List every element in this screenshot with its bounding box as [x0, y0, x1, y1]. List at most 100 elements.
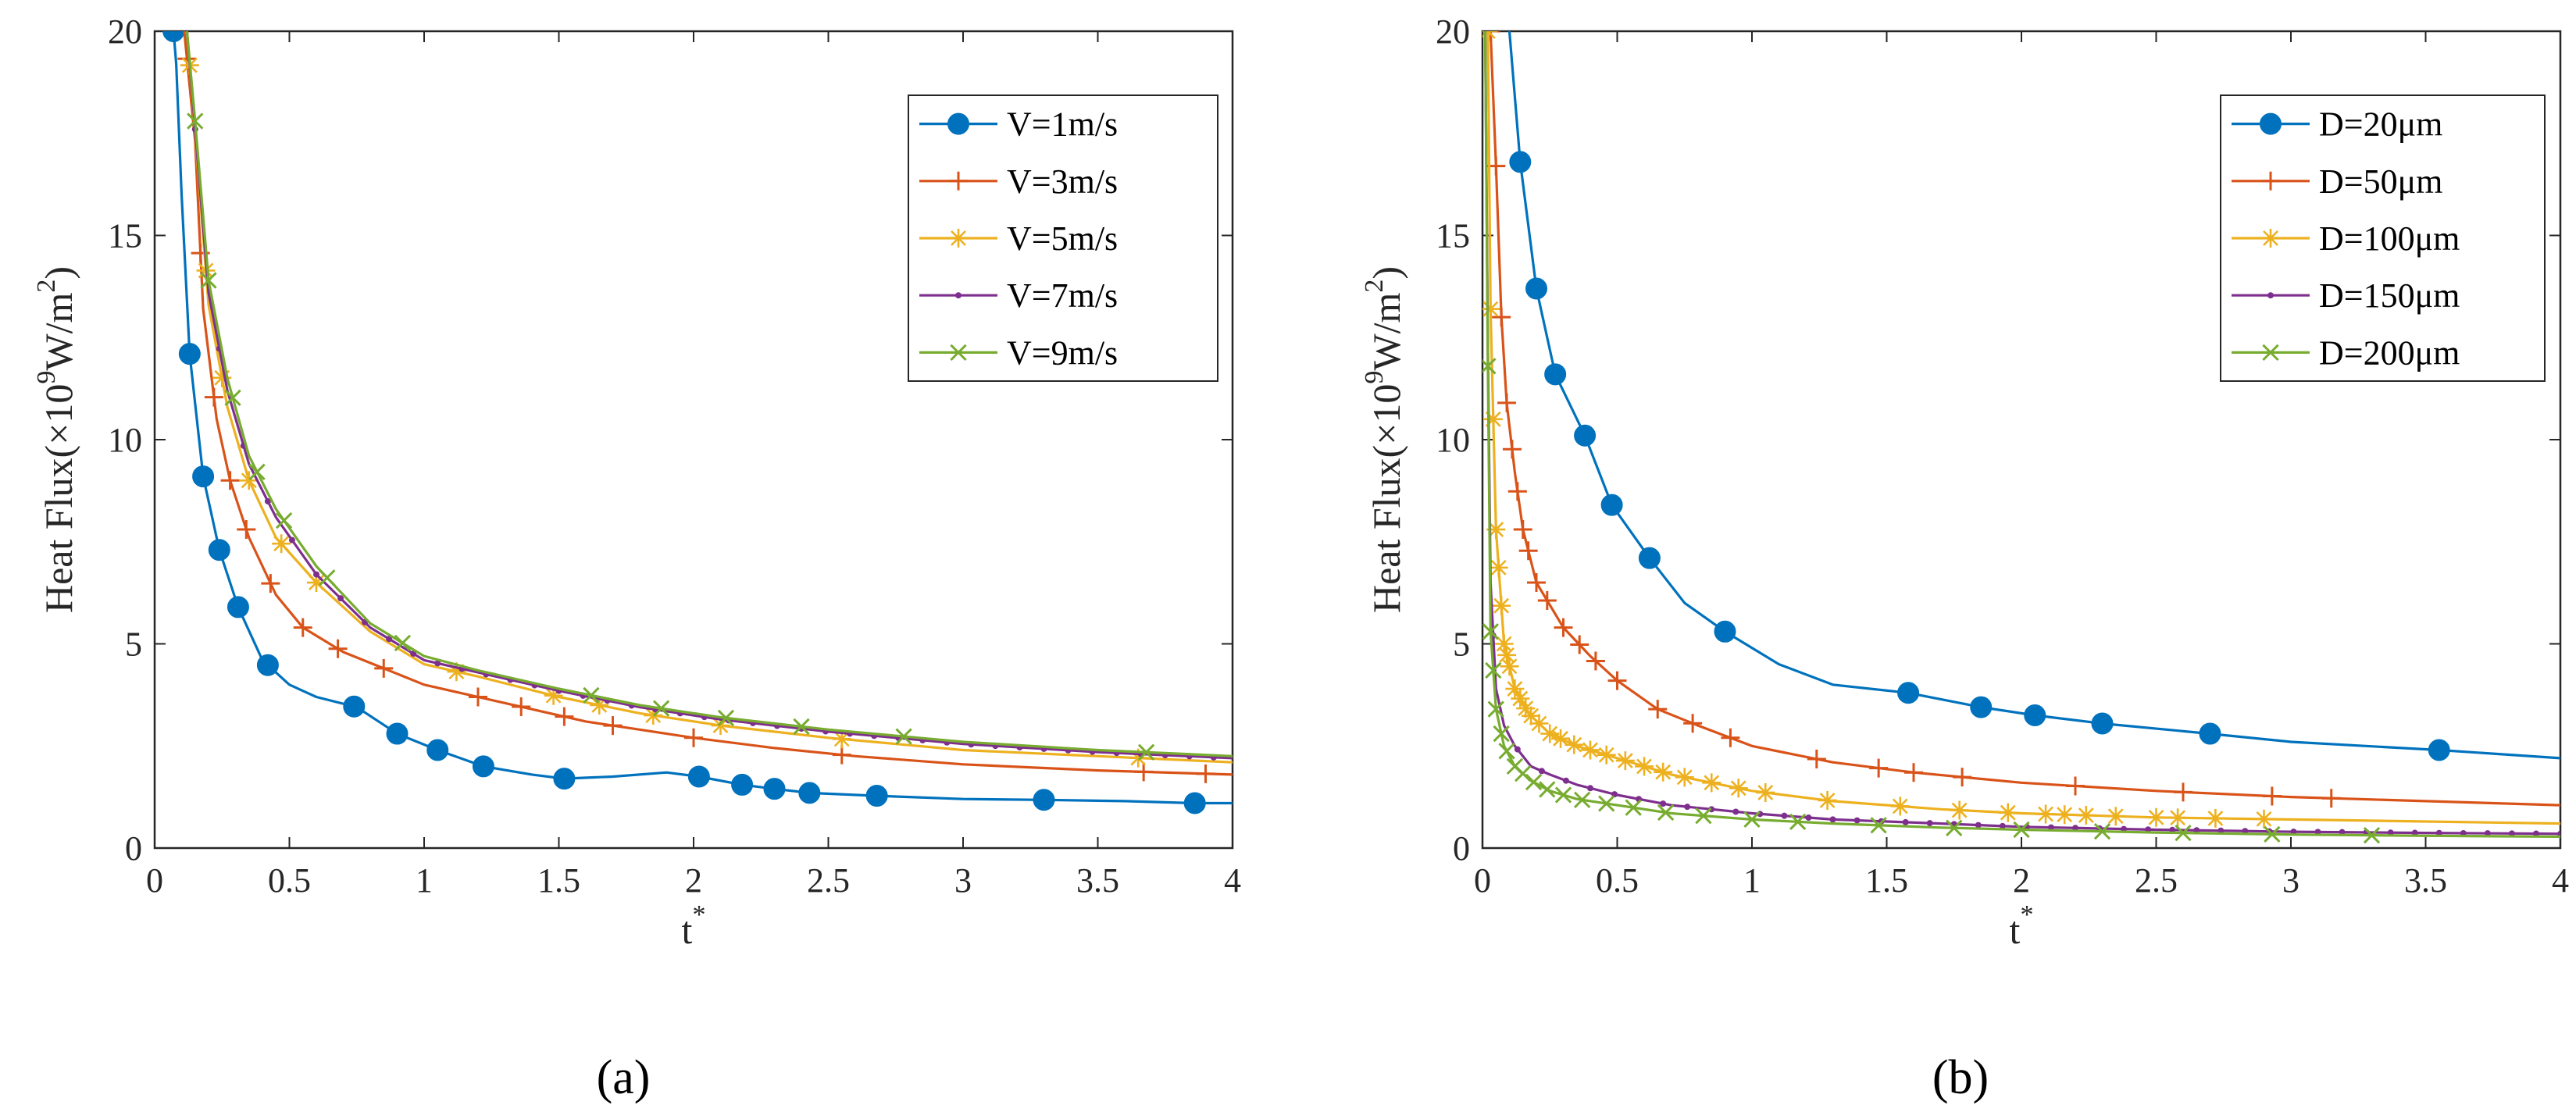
data-point: [410, 650, 417, 658]
data-point: [208, 539, 230, 561]
data-point: [2076, 806, 2096, 825]
x-tick-label: 3.5: [1076, 861, 1119, 900]
data-point: [1999, 822, 2006, 829]
data-point: [264, 497, 271, 504]
data-point: [684, 728, 703, 747]
data-point: [1033, 789, 1055, 811]
data-point: [212, 368, 232, 387]
x-tick-label: 2.5: [2135, 861, 2178, 900]
data-point: [1537, 591, 1557, 611]
data-point: [220, 471, 240, 490]
data-point: [1897, 682, 1920, 704]
data-point: [2093, 822, 2111, 840]
legend-marker: [955, 292, 962, 299]
data-point: [1657, 804, 1675, 822]
data-point: [2206, 808, 2225, 828]
data-point: [386, 636, 393, 643]
data-point: [1183, 792, 1206, 814]
legend-label: D=200μm: [2319, 333, 2460, 372]
y-tick-label: 10: [1436, 421, 1470, 459]
data-point: [1570, 635, 1589, 654]
y-tick-label: 0: [1453, 829, 1470, 868]
data-point: [2175, 824, 2192, 842]
data-point: [1527, 573, 1546, 593]
data-point: [1551, 729, 1571, 748]
data-point: [1129, 748, 1148, 768]
data-point: [1615, 751, 1635, 771]
data-point: [1998, 803, 2018, 822]
legend-label: V=3m/s: [1007, 162, 1118, 201]
data-point: [652, 700, 670, 717]
data-point: [2484, 830, 2491, 837]
data-point: [1598, 795, 1615, 812]
legend-marker: [949, 171, 968, 191]
legend-label: D=20μm: [2319, 105, 2442, 144]
data-point: [1953, 768, 1972, 787]
data-point: [1870, 817, 1887, 834]
data-point: [1134, 762, 1154, 782]
data-point: [1818, 790, 1837, 810]
data-point: [1660, 800, 1667, 807]
data-point: [1586, 651, 1605, 671]
legend-marker: [2261, 229, 2280, 248]
data-point: [2435, 829, 2442, 836]
x-tick-label: 4: [1224, 861, 1241, 900]
data-point: [1607, 671, 1627, 690]
data-point: [426, 739, 449, 761]
data-point: [603, 716, 623, 736]
data-point: [2264, 825, 2281, 843]
data-point: [293, 618, 312, 637]
data-point: [2314, 829, 2321, 836]
data-point: [1950, 800, 1969, 820]
data-point: [1554, 618, 1573, 637]
data-point: [1544, 363, 1567, 386]
x-axis-label-text: t: [682, 908, 693, 952]
data-point: [224, 389, 241, 407]
data-point: [1482, 358, 1497, 375]
data-point: [1926, 820, 1933, 827]
legend-marker: [947, 112, 969, 135]
data-point: [328, 639, 348, 658]
data-point: [1505, 679, 1525, 699]
data-point: [1482, 299, 1500, 319]
data-point: [1702, 773, 1721, 793]
y-axis-label-text: Heat Flux(×10: [1365, 384, 1408, 613]
data-point: [1497, 645, 1517, 665]
chart-panel-b: 0 0.5 1 1.5 2 2.5 3 3.5 4 0 5 10 15 20 t* Heat Flux(×10…: [1360, 12, 2569, 1104]
x-tick-label: 1: [1743, 861, 1761, 900]
data-point: [1789, 813, 1807, 831]
x-tick-label: 3: [954, 861, 972, 900]
data-point: [239, 471, 259, 490]
data-point: [386, 722, 409, 745]
data-point: [394, 634, 412, 652]
data-point: [1695, 807, 1712, 825]
data-point: [1597, 745, 1616, 764]
legend-label: V=5m/s: [1007, 219, 1118, 258]
series-group: [162, 31, 1233, 814]
data-point: [1743, 811, 1761, 829]
data-point: [2339, 829, 2346, 836]
y-axis-label-text: ): [1365, 266, 1408, 280]
x-axis-label-text: t: [2010, 908, 2021, 952]
data-point: [162, 31, 185, 42]
data-point: [1489, 558, 1508, 577]
data-point: [307, 573, 326, 593]
data-point: [2013, 821, 2030, 839]
y-tick-label: 15: [1436, 217, 1470, 255]
data-point: [1805, 814, 1812, 822]
data-point: [319, 569, 336, 586]
legend-label: V=9m/s: [1007, 333, 1118, 372]
data-point: [1902, 818, 1909, 825]
data-point: [1635, 757, 1654, 776]
legend: D=20μm D=50μm D=100μm D=150μm D=200μm: [2220, 94, 2546, 382]
data-point: [2168, 808, 2188, 828]
data-point: [1485, 661, 1502, 679]
data-point: [343, 695, 366, 718]
data-point: [1515, 764, 1532, 782]
data-point: [1502, 440, 1522, 459]
data-point: [1492, 308, 1511, 327]
data-point: [1807, 749, 1826, 768]
data-point: [2121, 825, 2128, 832]
data-point: [711, 716, 730, 736]
data-point: [832, 729, 851, 749]
